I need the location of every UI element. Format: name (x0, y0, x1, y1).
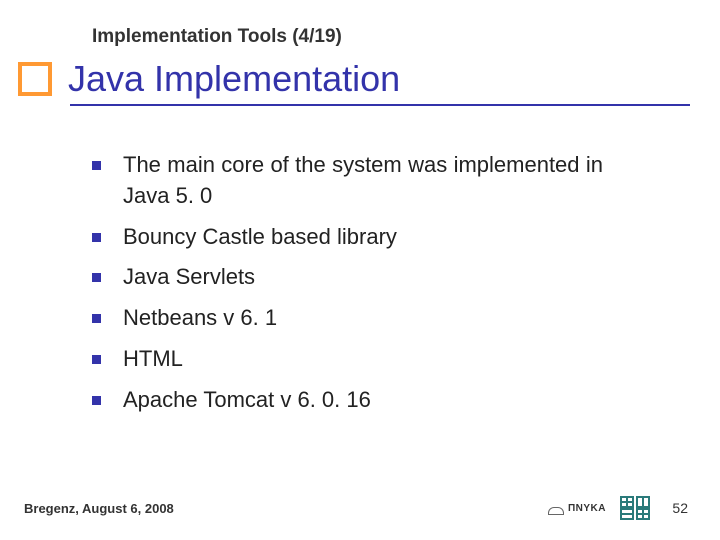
slide-title: Java Implementation (68, 58, 400, 100)
pnyka-logo-text: ΠNYKA (568, 503, 606, 514)
bullet-text: Netbeans v 6. 1 (123, 303, 277, 334)
bullet-marker-icon (92, 161, 101, 170)
section-label: Implementation Tools (4/19) (92, 26, 342, 48)
list-item: Netbeans v 6. 1 (92, 303, 660, 334)
bullet-list: The main core of the system was implemen… (92, 150, 660, 426)
bullet-marker-icon (92, 273, 101, 282)
list-item: HTML (92, 344, 660, 375)
et-logo-icon (620, 496, 650, 520)
pnyka-logo: ΠNYKA (546, 501, 606, 515)
list-item: Java Servlets (92, 262, 660, 293)
list-item: The main core of the system was implemen… (92, 150, 660, 212)
title-bullet-square (18, 62, 52, 96)
footer-date: Bregenz, August 6, 2008 (24, 501, 174, 516)
title-underline (70, 104, 690, 106)
bullet-marker-icon (92, 396, 101, 405)
page-number: 52 (672, 500, 688, 516)
bullet-text: Apache Tomcat v 6. 0. 16 (123, 385, 371, 416)
footer-logos: ΠNYKA (546, 496, 650, 520)
bullet-marker-icon (92, 314, 101, 323)
bullet-marker-icon (92, 355, 101, 364)
list-item: Apache Tomcat v 6. 0. 16 (92, 385, 660, 416)
list-item: Bouncy Castle based library (92, 222, 660, 253)
bullet-text: Java Servlets (123, 262, 255, 293)
bullet-text: The main core of the system was implemen… (123, 150, 603, 212)
pnyka-arc-icon (546, 501, 564, 515)
bullet-marker-icon (92, 233, 101, 242)
bullet-text: Bouncy Castle based library (123, 222, 397, 253)
title-row: Java Implementation (18, 58, 400, 100)
bullet-text: HTML (123, 344, 183, 375)
